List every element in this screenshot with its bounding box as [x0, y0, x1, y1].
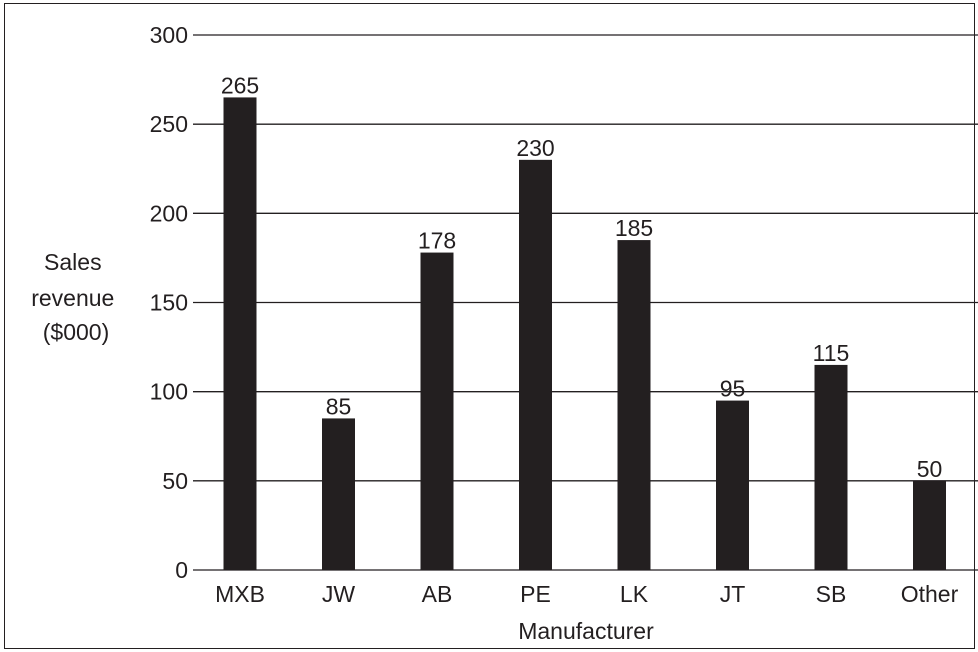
bar-jt — [716, 400, 749, 570]
x-tick-label-sb: SB — [816, 581, 847, 607]
bars — [223, 97, 946, 571]
bar-sb — [814, 364, 848, 570]
y-axis-title-line-3: ($000) — [43, 319, 109, 345]
x-tick-label-lk: LK — [620, 581, 649, 607]
value-label-other: 50 — [917, 456, 943, 482]
value-label-pe: 230 — [516, 135, 554, 161]
labels: 0 50 100 150 200 250 300 265 MXB 85 JW 178 AB 230 PE 18… — [150, 22, 959, 607]
x-tick-label-other: Other — [901, 581, 959, 607]
value-label-jw: 85 — [326, 393, 352, 419]
value-label-ab: 178 — [418, 228, 456, 254]
x-axis-title: Manufacturer — [518, 618, 654, 644]
value-label-lk: 185 — [615, 215, 653, 241]
y-axis-title: Sales revenue ($000) — [31, 249, 121, 345]
value-label-sb: 115 — [813, 340, 850, 366]
y-tick-label: 300 — [150, 22, 188, 48]
bar-pe — [519, 159, 552, 571]
y-axis-title-line-2: revenue — [31, 285, 114, 311]
bar-ab — [420, 252, 454, 571]
gridlines — [193, 34, 978, 571]
y-axis-title-line-1: Sales — [44, 249, 102, 275]
bar-jw — [322, 418, 355, 570]
bar-lk — [617, 240, 651, 571]
y-tick-label: 250 — [150, 111, 188, 137]
x-tick-label-ab: AB — [422, 581, 453, 607]
y-tick-label: 50 — [162, 468, 188, 494]
y-tick-label: 150 — [150, 290, 188, 316]
value-label-mxb: 265 — [221, 72, 259, 98]
y-tick-label: 200 — [150, 200, 188, 226]
x-tick-label-jw: JW — [322, 581, 356, 607]
chart-frame — [4, 3, 975, 649]
bar-other — [913, 480, 946, 570]
value-label-jt: 95 — [720, 376, 746, 402]
x-tick-label-mxb: MXB — [215, 581, 265, 607]
y-tick-label: 100 — [150, 379, 188, 405]
bar-mxb — [223, 97, 257, 571]
x-tick-label-jt: JT — [720, 581, 746, 607]
x-tick-label-pe: PE — [520, 581, 551, 607]
y-tick-label: 0 — [175, 557, 188, 583]
